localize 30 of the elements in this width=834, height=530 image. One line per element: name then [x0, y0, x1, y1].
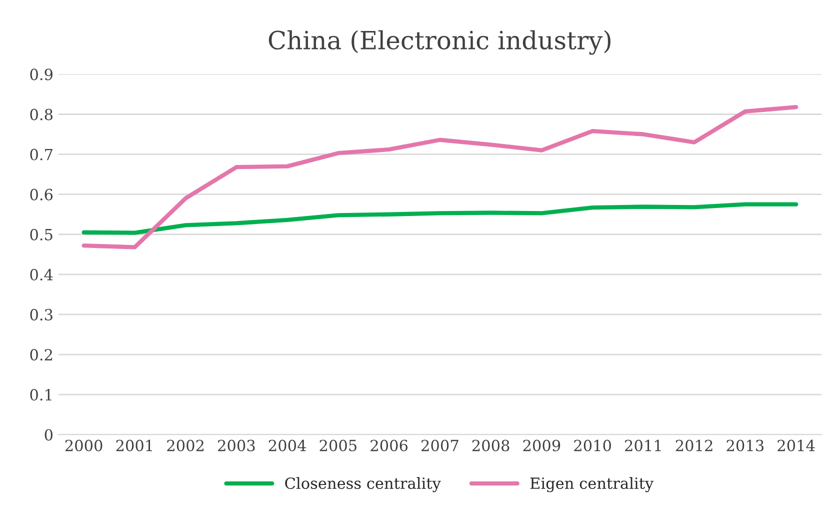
y-tick-label: 0.4	[30, 268, 53, 280]
y-tick-label: 0.9	[30, 68, 52, 80]
line-series	[82, 202, 798, 235]
y-tick-label: 0.8	[30, 108, 52, 120]
x-tick-label: 2006	[370, 440, 408, 452]
y-tick-label: 0.2	[30, 348, 52, 361]
y-tick-label: 0.7	[30, 148, 52, 160]
y-tick-label: 0.1	[30, 389, 52, 401]
legend-label: Closeness centrality	[285, 477, 441, 492]
y-tick-label: 0.3	[30, 308, 52, 320]
x-tick-label: 2012	[676, 440, 712, 452]
x-tick-label: 2008	[472, 440, 510, 452]
line-series	[82, 104, 798, 250]
x-tick-label: 2014	[778, 440, 815, 452]
x-tick-label: 2010	[574, 440, 611, 452]
x-tick-label: 2001	[116, 440, 152, 452]
y-tick-label: 0.6	[30, 188, 53, 200]
x-tick-label: 2004	[268, 440, 306, 452]
x-tick-label: 2003	[218, 440, 255, 452]
x-tick-label: 2005	[320, 440, 356, 452]
y-tick-label: 0.5	[30, 228, 52, 240]
x-tick-label: 2009	[523, 440, 560, 452]
y-tick-label: 0	[44, 429, 53, 441]
x-tick-label: 2000	[65, 440, 102, 452]
x-tick-label: 2007	[422, 440, 458, 452]
chart-title: China (Electronic industry)	[268, 30, 610, 55]
legend-label: Eigen centrality	[530, 477, 654, 492]
x-tick-label: 2011	[625, 440, 661, 452]
x-tick-label: 2013	[726, 440, 764, 452]
x-tick-label: 2002	[167, 440, 204, 452]
